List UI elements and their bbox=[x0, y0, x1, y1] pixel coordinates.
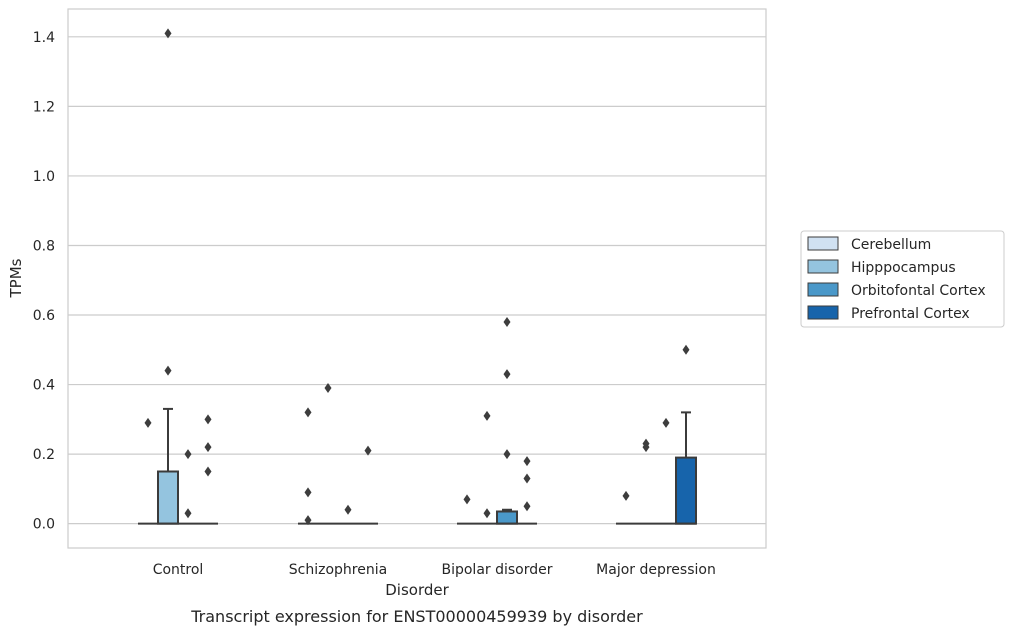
legend-swatch bbox=[807, 236, 839, 251]
y-tick-label: 1.0 bbox=[33, 169, 55, 185]
y-tick-label: 0.6 bbox=[33, 308, 55, 324]
x-axis-title: Disorder bbox=[385, 581, 449, 599]
x-tick-label: Bipolar disorder bbox=[441, 562, 552, 578]
outlier-marker bbox=[304, 487, 312, 498]
box-body bbox=[157, 470, 179, 525]
outlier-marker bbox=[503, 316, 511, 327]
legend-label: Orbitofontal Cortex bbox=[851, 283, 986, 299]
outlier-marker bbox=[204, 466, 212, 477]
legend-label: Hipppocampus bbox=[851, 260, 956, 276]
outlier-marker bbox=[164, 28, 172, 39]
box-orbitofontal-cortex bbox=[496, 508, 518, 525]
figure-caption: Transcript expression for ENST0000045993… bbox=[190, 607, 643, 626]
outlier-marker bbox=[304, 407, 312, 418]
y-tick-label: 0.2 bbox=[33, 447, 55, 463]
y-tick-label: 0.8 bbox=[33, 238, 55, 254]
y-tick-label: 0.4 bbox=[33, 378, 55, 394]
outlier-marker bbox=[682, 344, 690, 355]
y-tick-label: 0.0 bbox=[33, 517, 55, 533]
outlier-marker bbox=[523, 473, 531, 484]
outlier-marker bbox=[523, 501, 531, 512]
x-axis-tick-labels: Control Schizophrenia Bipolar disorder Majo… bbox=[153, 562, 716, 578]
y-tick-label: 1.4 bbox=[33, 30, 55, 46]
outlier-marker bbox=[184, 449, 192, 460]
legend-label: Cerebellum bbox=[851, 237, 931, 253]
box-groups bbox=[138, 407, 697, 525]
box-hipppocampus bbox=[157, 407, 179, 525]
outlier-marker bbox=[344, 504, 352, 515]
outlier-marker bbox=[204, 442, 212, 453]
outlier-marker bbox=[662, 417, 670, 428]
x-tick-label: Major depression bbox=[596, 562, 716, 578]
outlier-marker bbox=[204, 414, 212, 425]
outlier-marker bbox=[523, 456, 531, 467]
legend-swatch bbox=[807, 282, 839, 297]
box-body bbox=[675, 456, 697, 525]
y-axis-title: TPMs bbox=[7, 258, 25, 298]
y-axis-tick-labels: 0.0 0.2 0.4 0.6 0.8 1.0 1.2 1.4 bbox=[33, 30, 55, 533]
outlier-marker bbox=[483, 410, 491, 421]
box-prefrontal-cortex bbox=[675, 411, 697, 525]
legend-swatch bbox=[807, 305, 839, 320]
outlier-marker bbox=[364, 445, 372, 456]
outlier-marker bbox=[324, 383, 332, 394]
legend-swatch bbox=[807, 259, 839, 274]
outlier-marker bbox=[622, 490, 630, 501]
outlier-marker bbox=[463, 494, 471, 505]
outlier-marker bbox=[642, 442, 650, 453]
legend: Cerebellum Hipppocampus Orbitofontal Corte… bbox=[800, 230, 1005, 328]
outlier-marker bbox=[483, 508, 491, 519]
box-body bbox=[496, 510, 518, 525]
outlier-marker bbox=[503, 369, 511, 380]
outlier-marker bbox=[503, 449, 511, 460]
outlier-marker bbox=[304, 515, 312, 526]
x-tick-label: Control bbox=[153, 562, 204, 578]
outlier-marker bbox=[184, 508, 192, 519]
y-tick-label: 1.2 bbox=[33, 99, 55, 115]
x-tick-label: Schizophrenia bbox=[289, 562, 387, 578]
plot-area-frame bbox=[67, 8, 767, 549]
outlier-marker bbox=[144, 417, 152, 428]
legend-frame bbox=[800, 230, 1005, 328]
outlier-markers bbox=[144, 28, 690, 526]
legend-label: Prefrontal Cortex bbox=[851, 306, 970, 322]
grid-lines bbox=[68, 36, 766, 525]
outlier-marker bbox=[164, 365, 172, 376]
